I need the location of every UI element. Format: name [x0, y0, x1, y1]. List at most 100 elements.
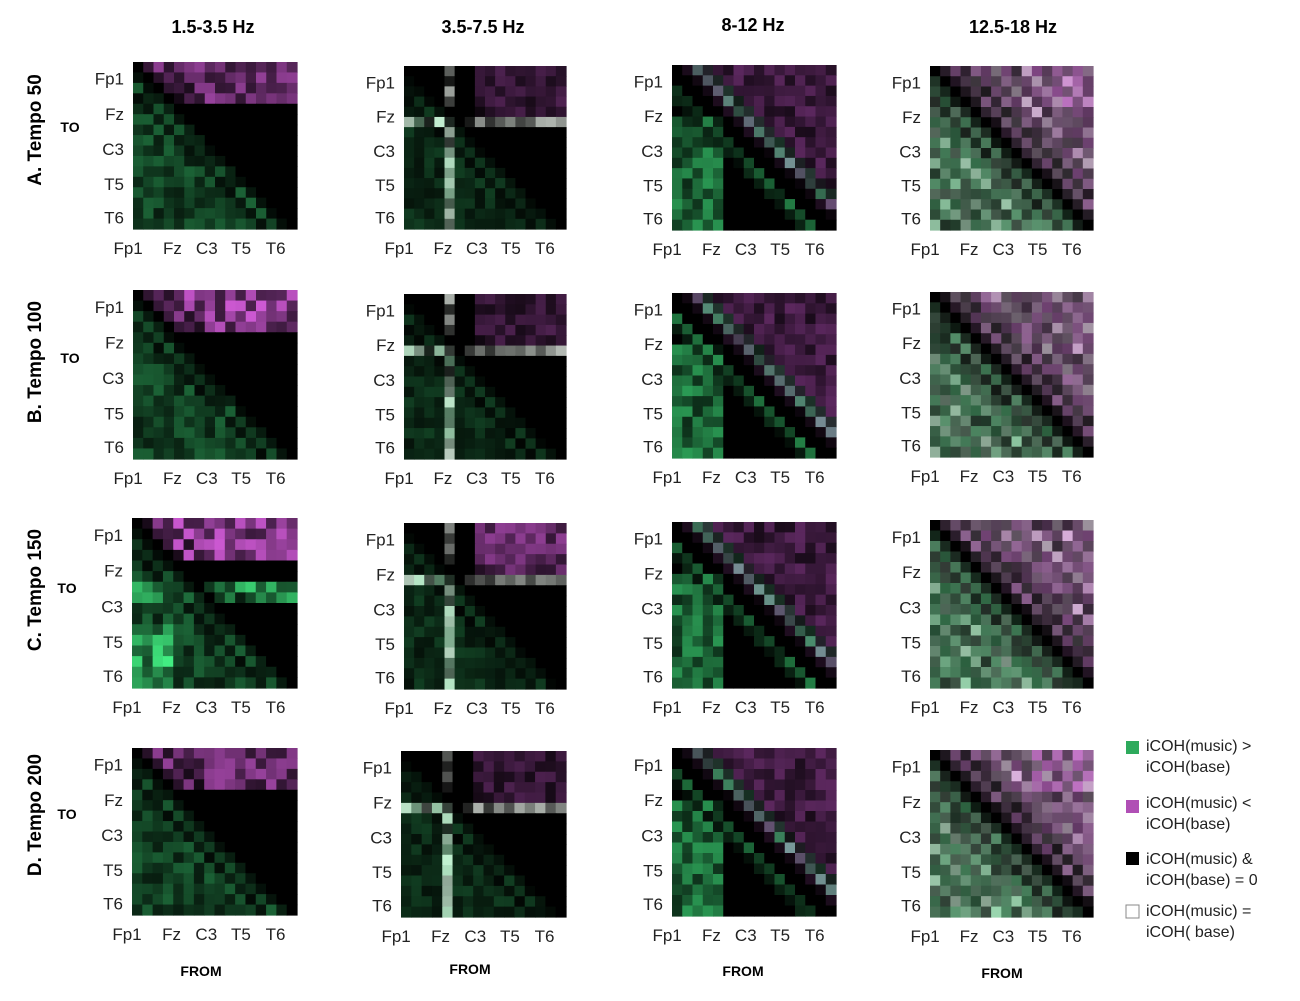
heatmap-cell — [462, 844, 474, 856]
heatmap-cell — [991, 405, 1002, 417]
heatmap-cell — [153, 427, 165, 439]
heatmap-cell — [723, 821, 735, 833]
heatmap-cell — [795, 106, 806, 118]
heatmap-cell — [743, 677, 755, 689]
heatmap-cell — [454, 668, 466, 680]
heatmap-cell — [980, 66, 992, 77]
heatmap-cell — [1072, 168, 1084, 180]
heatmap-cell — [713, 95, 724, 107]
heatmap-cell — [444, 626, 456, 638]
from-axis-label: FROM — [180, 963, 221, 979]
heatmap-cell — [132, 603, 143, 615]
heatmap-cell — [555, 543, 567, 555]
to-axis-label: TO — [57, 806, 76, 822]
heatmap-cell — [132, 571, 143, 583]
heatmap-cell — [692, 677, 704, 689]
heatmap-cell — [204, 831, 216, 843]
heatmap-cell — [204, 385, 216, 397]
y-tick-label: C3 — [641, 142, 663, 161]
heatmap-cell — [173, 800, 185, 812]
heatmap-cell — [764, 821, 776, 833]
heatmap-cell — [1072, 219, 1084, 231]
heatmap-cell — [276, 677, 288, 689]
heatmap-cell — [825, 137, 837, 149]
heatmap-cell — [485, 626, 496, 638]
heatmap-cell — [555, 147, 567, 159]
heatmap-cell — [1072, 292, 1084, 303]
heatmap-cell — [754, 447, 765, 459]
heatmap-cell — [505, 574, 516, 586]
heatmap-cell — [940, 137, 951, 149]
heatmap-cell — [485, 304, 496, 316]
heatmap-cell — [535, 294, 547, 305]
heatmap-cell — [991, 625, 1002, 637]
heatmap-cell — [991, 646, 1002, 658]
heatmap-cell — [1011, 551, 1023, 563]
heatmap-cell — [184, 427, 196, 439]
heatmap-cell — [143, 124, 155, 136]
heatmap-cell — [702, 126, 714, 138]
heatmap-cell — [454, 417, 466, 429]
heatmap-cell — [555, 218, 567, 230]
heatmap-cell — [142, 748, 154, 760]
heatmap-cell — [795, 532, 806, 544]
heatmap-cell — [204, 581, 216, 593]
legend-label: iCOH(music) & — [1146, 851, 1253, 868]
heatmap-cell — [1052, 906, 1064, 918]
heatmap-cell — [805, 625, 817, 637]
heatmap-cell — [754, 748, 765, 760]
heatmap-cell — [1021, 178, 1033, 190]
heatmap-cell — [505, 198, 516, 210]
heatmap-cell — [784, 594, 796, 606]
heatmap-cell — [1021, 896, 1033, 908]
heatmap-cell — [991, 635, 1002, 647]
heatmap-cell — [733, 219, 745, 231]
heatmap-cell — [825, 157, 837, 169]
heatmap-cell — [754, 615, 765, 627]
heatmap-cell — [825, 106, 837, 118]
heatmap-cell — [1031, 635, 1043, 647]
heatmap-cell — [444, 366, 456, 378]
heatmap-cell — [444, 304, 456, 316]
heatmap-cell — [162, 904, 174, 916]
heatmap-cell — [1062, 812, 1074, 824]
heatmap-cell — [970, 343, 982, 355]
heatmap-cell — [505, 116, 516, 128]
heatmap-cell — [713, 779, 724, 791]
heatmap-cell — [723, 334, 735, 346]
heatmap-cell — [401, 802, 412, 814]
heatmap-cell — [682, 895, 694, 907]
heatmap-cell — [825, 542, 837, 554]
heatmap-cell — [980, 614, 992, 626]
heatmap-cell — [514, 875, 526, 887]
heatmap-cell — [672, 667, 683, 679]
heatmap-cell — [514, 896, 526, 908]
heatmap-cell — [815, 842, 827, 854]
heatmap-cell — [930, 353, 941, 365]
heatmap-cell — [1072, 781, 1084, 793]
heatmap-cell — [1072, 436, 1084, 448]
heatmap-cell — [723, 147, 735, 159]
heatmap-cell — [825, 842, 837, 854]
heatmap-cell — [970, 322, 982, 334]
heatmap-cell — [133, 395, 144, 407]
heatmap-cell — [485, 657, 496, 669]
heatmap-cell — [1001, 541, 1013, 553]
heatmap-cell — [764, 95, 776, 107]
heatmap-cell — [1052, 446, 1064, 458]
heatmap-cell — [286, 427, 298, 439]
heatmap-cell — [444, 178, 456, 189]
heatmap-cell — [444, 157, 456, 169]
heatmap-cell — [754, 157, 765, 169]
y-tick-label: Fp1 — [634, 301, 663, 320]
heatmap-cell — [163, 300, 175, 312]
heatmap-cell — [1082, 96, 1094, 108]
heatmap-cell — [194, 124, 206, 136]
heatmap-cell — [754, 416, 765, 428]
heatmap-cell — [143, 93, 155, 105]
heatmap-cell — [235, 103, 247, 115]
y-tick-label: T6 — [901, 667, 921, 686]
heatmap-cell — [784, 790, 796, 802]
heatmap-cell — [133, 437, 144, 450]
